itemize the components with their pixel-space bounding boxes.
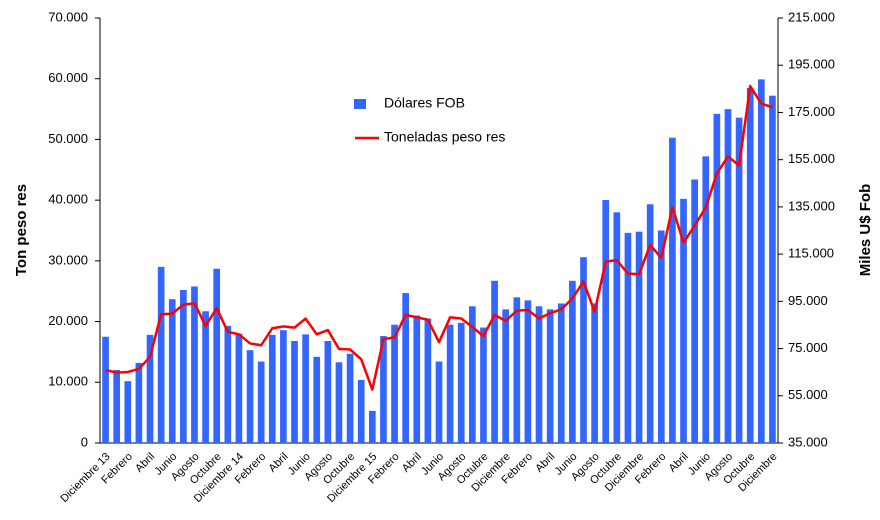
bar	[257, 361, 265, 443]
y2-tick-label: 95.000	[788, 293, 828, 308]
line	[105, 84, 773, 391]
bar	[735, 117, 743, 443]
bar	[535, 306, 543, 443]
bar	[402, 293, 409, 443]
y2-tick-label: 215.000	[788, 9, 835, 24]
bar	[657, 230, 665, 443]
y-tick-label: 60.000	[48, 70, 88, 85]
bar	[180, 290, 187, 443]
bar	[713, 113, 721, 443]
bar	[646, 204, 654, 443]
bar	[624, 232, 632, 443]
bar	[224, 325, 232, 443]
bar	[435, 361, 443, 443]
y2-axis-title: Miles U$ Fob	[857, 184, 874, 277]
bar	[469, 306, 476, 443]
bar	[302, 334, 309, 443]
y2-tick-label: 155.000	[788, 151, 835, 166]
y2-tick-label: 195.000	[788, 57, 835, 72]
bar	[669, 137, 676, 444]
bar	[313, 356, 321, 443]
y-tick-label: 0	[81, 434, 88, 449]
bar	[380, 336, 387, 443]
bar	[413, 315, 421, 443]
bar	[202, 311, 209, 443]
bar	[513, 297, 521, 443]
y2-tick-label: 135.000	[788, 198, 835, 213]
y2-tick-label: 75.000	[788, 340, 828, 355]
y-tick-label: 50.000	[48, 131, 88, 146]
bar	[491, 280, 498, 443]
y-tick-label: 40.000	[48, 192, 88, 207]
bar	[557, 303, 565, 443]
y-tick-label: 10.000	[48, 374, 88, 389]
bar	[724, 109, 732, 443]
bar	[368, 410, 376, 443]
y-tick-label: 70.000	[48, 9, 88, 24]
bar	[635, 231, 643, 443]
bar	[602, 200, 610, 443]
bar	[280, 330, 287, 443]
bar	[213, 268, 221, 443]
bar	[769, 95, 776, 444]
bar	[191, 286, 198, 443]
y-tick-label: 20.000	[48, 313, 88, 328]
legend-label: Toneladas peso res	[384, 129, 505, 145]
bar	[246, 350, 254, 443]
y2-tick-label: 35.000	[788, 434, 828, 449]
bar	[146, 334, 154, 443]
bar	[680, 198, 687, 443]
y2-tick-label: 175.000	[788, 104, 835, 119]
bar	[546, 309, 554, 443]
y2-tick-label: 115.000	[788, 246, 834, 261]
bar	[346, 353, 354, 443]
bar	[168, 299, 176, 443]
bar	[746, 87, 754, 443]
y-tick-label: 30.000	[48, 252, 88, 267]
legend-label: Dólares FOB	[384, 95, 465, 111]
bar	[102, 336, 109, 443]
bar	[268, 334, 276, 443]
bar	[702, 156, 710, 443]
bar	[569, 280, 576, 443]
bar	[113, 370, 121, 443]
bar	[457, 322, 465, 443]
y-axis-title: Ton peso res	[13, 184, 30, 276]
bar	[391, 324, 398, 443]
bar	[446, 324, 454, 443]
bar	[291, 341, 298, 443]
bar	[524, 300, 532, 443]
bar	[613, 212, 621, 443]
y2-tick-label: 55.000	[788, 387, 828, 402]
bar	[157, 266, 165, 443]
legend-swatch	[354, 99, 366, 109]
bar	[480, 327, 487, 443]
bar	[691, 179, 698, 443]
bar	[135, 362, 143, 443]
bar	[580, 257, 587, 443]
bar	[235, 333, 243, 443]
bar	[357, 379, 365, 443]
bar	[424, 318, 432, 443]
bar	[757, 79, 765, 443]
bar	[591, 303, 598, 443]
bar	[502, 309, 510, 443]
bar	[335, 362, 343, 443]
bar	[124, 381, 132, 443]
bar	[324, 341, 332, 443]
